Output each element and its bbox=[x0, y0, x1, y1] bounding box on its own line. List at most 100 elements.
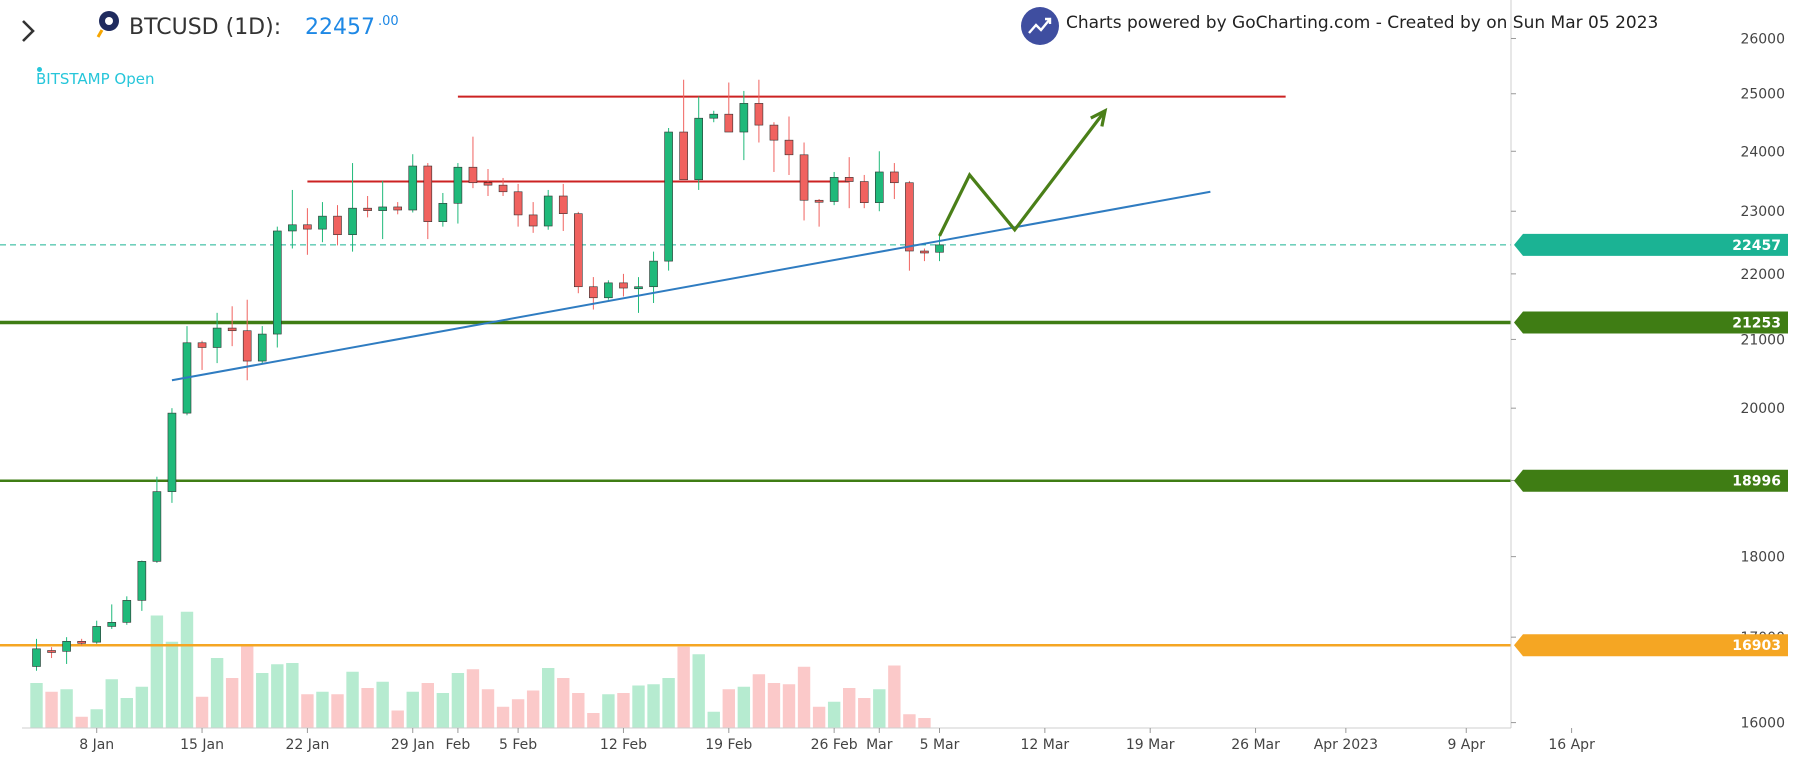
powered-by-text: Charts powered by GoCharting.com - Creat… bbox=[1066, 13, 1659, 33]
volume-bar bbox=[511, 699, 525, 728]
candle-body bbox=[257, 333, 267, 362]
candle-body bbox=[694, 117, 704, 181]
volume-bar bbox=[481, 689, 495, 728]
volume-bar bbox=[587, 713, 600, 728]
y-tick-label: 22000 bbox=[1740, 267, 1785, 283]
price-tag bbox=[1514, 233, 1788, 256]
x-tick-label: 29 Jan bbox=[391, 737, 435, 753]
candle-body bbox=[920, 250, 929, 254]
x-tick-label: 5 Feb bbox=[499, 737, 537, 753]
candle-body bbox=[453, 166, 463, 204]
volume-bar bbox=[692, 654, 705, 728]
volume-bar bbox=[572, 693, 585, 728]
volume-bar bbox=[466, 669, 480, 728]
x-tick-label: 16 Apr bbox=[1548, 737, 1595, 753]
volume-bar bbox=[662, 678, 675, 728]
candle-body bbox=[483, 182, 493, 186]
price-tag bbox=[1514, 311, 1788, 334]
y-tick-label: 18000 bbox=[1740, 550, 1785, 566]
candle-body bbox=[77, 641, 86, 644]
volume-bar bbox=[60, 689, 73, 728]
volume-bar bbox=[316, 691, 329, 728]
x-tick-label: 9 Apr bbox=[1447, 737, 1485, 753]
volume-bar bbox=[767, 683, 781, 728]
candle-body bbox=[739, 103, 749, 133]
candle-body bbox=[634, 286, 643, 290]
price-tag bbox=[1514, 634, 1788, 657]
candles bbox=[32, 79, 944, 671]
volume-bar bbox=[903, 714, 916, 728]
candle-body bbox=[107, 622, 117, 627]
volume-bar bbox=[797, 666, 811, 728]
candle-body bbox=[679, 131, 688, 181]
x-tick-label: 19 Feb bbox=[705, 737, 752, 753]
candle-body bbox=[754, 103, 764, 126]
candle-body bbox=[724, 113, 734, 133]
volume-bar bbox=[105, 679, 118, 728]
candle-body bbox=[92, 626, 101, 643]
volume-bar bbox=[707, 711, 720, 728]
candle-body bbox=[363, 207, 372, 211]
candle-body bbox=[348, 207, 357, 236]
status-dot-icon bbox=[37, 67, 42, 72]
candle-body bbox=[498, 184, 508, 193]
y-tick-label: 24000 bbox=[1740, 144, 1785, 160]
volume-bar bbox=[858, 698, 871, 728]
volume-bar bbox=[602, 694, 615, 728]
x-tick-label: Apr 2023 bbox=[1314, 737, 1378, 753]
y-tick-label: 25000 bbox=[1740, 87, 1785, 103]
candle-body bbox=[890, 171, 899, 184]
volume-bar bbox=[827, 701, 841, 728]
candle-body bbox=[47, 650, 56, 653]
x-tick-label: Mar bbox=[866, 737, 893, 753]
x-tick-label: 8 Jan bbox=[79, 737, 114, 753]
volume-bars bbox=[30, 611, 931, 728]
x-tick-label: Feb bbox=[446, 737, 471, 753]
candle-body bbox=[528, 214, 538, 227]
y-tick-label: 16000 bbox=[1740, 716, 1785, 732]
x-tick-label: 12 Mar bbox=[1021, 737, 1070, 753]
volume-bar bbox=[752, 674, 766, 728]
volume-bar bbox=[421, 683, 434, 728]
candle-body bbox=[558, 195, 568, 214]
candle-body bbox=[709, 113, 719, 119]
candle-body bbox=[318, 215, 327, 230]
volume-bar bbox=[301, 694, 314, 728]
candle-body bbox=[122, 600, 132, 623]
price-tag-label: 21253 bbox=[1732, 316, 1781, 332]
volume-bar bbox=[722, 689, 735, 728]
volume-bar bbox=[120, 698, 133, 728]
volume-bar bbox=[647, 684, 660, 728]
volume-bar bbox=[376, 681, 389, 728]
volume-bar bbox=[256, 673, 269, 728]
candle-body bbox=[874, 171, 884, 203]
volume-bar bbox=[843, 688, 856, 728]
current-price-decimals: .00 bbox=[378, 14, 399, 29]
x-tick-label: 15 Jan bbox=[180, 737, 224, 753]
candle-body bbox=[288, 224, 297, 232]
price-labels: 22457 21253 18996 16903 bbox=[1514, 233, 1788, 657]
volume-bar bbox=[135, 686, 149, 728]
x-tick-label: 19 Mar bbox=[1126, 737, 1175, 753]
volume-bar bbox=[526, 690, 540, 728]
candle-body bbox=[303, 224, 312, 230]
candle-body bbox=[844, 177, 854, 182]
chevron-right-icon[interactable] bbox=[20, 18, 36, 44]
volume-bar bbox=[165, 641, 179, 728]
candle-body bbox=[333, 215, 342, 236]
candle-body bbox=[423, 165, 433, 222]
candle-body bbox=[829, 177, 839, 202]
candle-body bbox=[799, 154, 809, 201]
candle-body bbox=[543, 195, 553, 227]
candle-body bbox=[664, 131, 673, 262]
volume-bar bbox=[90, 709, 103, 728]
volume-bar bbox=[436, 693, 450, 728]
candle-body bbox=[212, 327, 222, 348]
projection-arrowhead bbox=[1090, 107, 1108, 127]
price-tag-label: 22457 bbox=[1732, 238, 1781, 254]
candle-body bbox=[814, 199, 824, 203]
y-tick-label: 23000 bbox=[1740, 204, 1785, 220]
projection-path bbox=[938, 109, 1107, 237]
candle-body bbox=[438, 202, 448, 222]
